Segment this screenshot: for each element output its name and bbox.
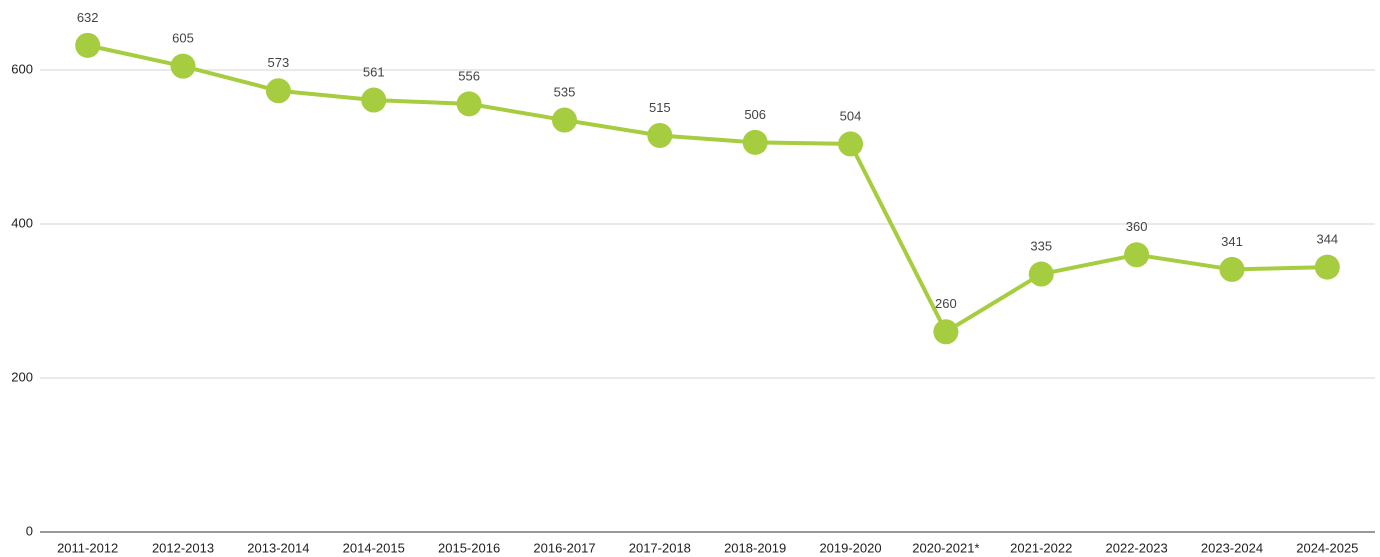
marker <box>170 53 196 79</box>
x-tick-label: 2023-2024 <box>1201 540 1263 555</box>
marker <box>265 78 291 104</box>
data-label: 535 <box>554 84 576 99</box>
data-label: 561 <box>363 64 385 79</box>
marker <box>1124 242 1150 268</box>
marker <box>361 87 387 113</box>
line <box>87 43 1328 334</box>
x-tick-label: 2017-2018 <box>629 540 691 555</box>
x-tick-label: 2012-2013 <box>152 540 214 555</box>
x-tick-label: 2015-2016 <box>438 540 500 555</box>
x-tick-label: 2022-2023 <box>1106 540 1168 555</box>
data-label: 260 <box>935 296 957 311</box>
marker <box>1028 261 1054 287</box>
marker <box>742 129 768 155</box>
x-tick-label: 2018-2019 <box>724 540 786 555</box>
x-tick-label: 2013-2014 <box>247 540 309 555</box>
marker <box>456 91 482 117</box>
data-label: 360 <box>1126 219 1148 234</box>
marker <box>1314 254 1340 280</box>
marker <box>933 319 959 345</box>
y-tick-label: 200 <box>11 369 33 384</box>
y-tick-label: 400 <box>11 215 33 230</box>
data-label: 515 <box>649 100 671 115</box>
x-tick-label: 2020-2021* <box>912 540 979 555</box>
y-tick-label: 600 <box>11 61 33 76</box>
data-label: 605 <box>172 31 194 46</box>
data-label: 556 <box>458 68 480 83</box>
x-tick-label: 2014-2015 <box>343 540 405 555</box>
data-label: 573 <box>268 55 290 70</box>
x-tick-label: 2024-2025 <box>1296 540 1358 555</box>
data-label: 344 <box>1316 232 1338 247</box>
data-label: 335 <box>1030 238 1052 253</box>
marker <box>647 122 673 148</box>
data-label: 504 <box>840 108 862 123</box>
x-tick-label: 2016-2017 <box>533 540 595 555</box>
marker <box>75 32 101 58</box>
data-label: 341 <box>1221 234 1243 249</box>
marker <box>838 131 864 157</box>
x-tick-label: 2019-2020 <box>819 540 881 555</box>
data-label: 632 <box>77 10 99 25</box>
data-label: 506 <box>744 107 766 122</box>
y-tick-label: 0 <box>26 523 33 538</box>
marker <box>551 107 577 133</box>
marker <box>1219 256 1245 282</box>
x-tick-label: 2011-2012 <box>57 540 118 555</box>
x-tick-label: 2021-2022 <box>1010 540 1072 555</box>
